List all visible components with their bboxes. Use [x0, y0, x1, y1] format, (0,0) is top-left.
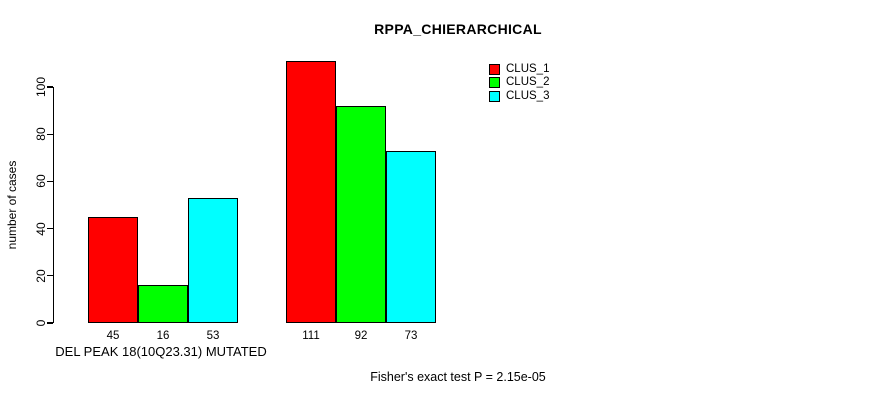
y-tick-label: 100 — [34, 76, 48, 98]
y-tick-mark — [47, 275, 53, 277]
y-tick-mark — [47, 322, 53, 324]
y-tick-label: 80 — [34, 127, 48, 141]
legend-swatch-icon — [489, 90, 500, 102]
bar-value-label: 16 — [156, 330, 170, 342]
y-tick-label: 60 — [34, 174, 48, 189]
y-axis-label: number of cases — [5, 160, 19, 250]
bar-value-label: 53 — [206, 330, 220, 342]
y-tick-label: 20 — [34, 269, 48, 283]
bar-clus_3-group2 — [386, 151, 436, 323]
bar-value-label: 92 — [354, 330, 368, 342]
x-axis-group-label: DEL PEAK 18(10Q23.31) MUTATED — [55, 344, 267, 359]
y-tick-label: 40 — [34, 221, 48, 236]
chart-title: RPPA_CHIERARCHICAL — [374, 21, 542, 37]
bar-clus_2-group1 — [138, 285, 188, 323]
bar-clus_1-group2 — [286, 61, 336, 323]
legend-row-clus_2: CLUS_2 — [489, 76, 549, 89]
y-tick-label: 0 — [34, 319, 48, 327]
legend-label: CLUS_3 — [506, 89, 550, 102]
bar-value-label: 73 — [404, 330, 418, 342]
y-tick-mark — [47, 180, 53, 182]
y-tick-mark — [47, 228, 53, 230]
legend-label: CLUS_1 — [506, 63, 550, 76]
bar-clus_3-group1 — [188, 198, 238, 323]
legend-label: CLUS_2 — [506, 76, 550, 89]
bar-clus_2-group2 — [336, 106, 386, 323]
annotation-text: Fisher's exact test P = 2.15e-05 — [370, 370, 546, 384]
bar-clus_1-group1 — [88, 217, 138, 323]
legend-swatch-icon — [489, 64, 500, 76]
legend-row-clus_1: CLUS_1 — [489, 63, 549, 76]
y-tick-mark — [47, 86, 53, 88]
legend: CLUS_1 CLUS_2 CLUS_3 — [489, 63, 549, 103]
legend-row-clus_3: CLUS_3 — [489, 90, 549, 103]
bar-value-label: 45 — [106, 330, 120, 342]
y-tick-mark — [47, 133, 53, 135]
y-axis-line — [53, 87, 55, 323]
bar-value-label: 111 — [302, 330, 320, 342]
legend-swatch-icon — [489, 77, 500, 89]
